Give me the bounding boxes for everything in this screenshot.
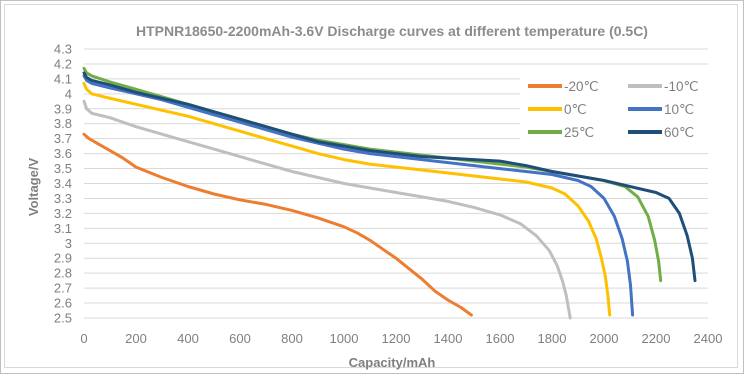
x-tick-label: 400 bbox=[177, 331, 199, 346]
chart-title: HTPNR18650-2200mAh-3.6V Discharge curves… bbox=[136, 23, 648, 39]
y-tick-label: 3.7 bbox=[54, 131, 72, 146]
y-tick-label: 2.7 bbox=[54, 281, 72, 296]
y-tick-label: 3.1 bbox=[54, 221, 72, 236]
legend-label: 60℃ bbox=[664, 125, 694, 140]
x-tick-label: 0 bbox=[80, 331, 87, 346]
x-tick-label: 800 bbox=[281, 331, 303, 346]
chart-area bbox=[4, 4, 738, 368]
series-lines bbox=[82, 66, 697, 320]
x-tick-label: 1200 bbox=[382, 331, 411, 346]
legend-label: -10℃ bbox=[664, 79, 699, 94]
y-tick-label: 3.5 bbox=[54, 161, 72, 176]
legend-label: 10℃ bbox=[664, 102, 694, 117]
x-tick-label: 2000 bbox=[590, 331, 619, 346]
x-tick-label: 1600 bbox=[486, 331, 515, 346]
y-tick-label: 3 bbox=[65, 236, 72, 251]
series-line bbox=[82, 81, 612, 317]
x-tick-label: 1000 bbox=[330, 331, 359, 346]
y-tick-label: 2.9 bbox=[54, 251, 72, 266]
x-tick-label: 200 bbox=[125, 331, 147, 346]
y-tick-label: 2.8 bbox=[54, 266, 72, 281]
x-tick-label: 2400 bbox=[694, 331, 723, 346]
x-tick-label: 1400 bbox=[434, 331, 463, 346]
y-tick-label: 3.4 bbox=[54, 176, 72, 191]
series-line bbox=[82, 71, 697, 283]
y-tick-label: 2.6 bbox=[54, 296, 72, 311]
y-tick-label: 4.1 bbox=[54, 71, 72, 86]
y-tick-label: 3.8 bbox=[54, 116, 72, 131]
y-tick-label: 3.2 bbox=[54, 206, 72, 221]
y-axis-ticks: 2.52.62.72.82.933.13.23.33.43.53.63.73.8… bbox=[54, 42, 72, 326]
legend-label: 0℃ bbox=[564, 102, 587, 117]
series-line bbox=[82, 132, 473, 317]
x-axis-ticks: 0 200 400 600 800 1000 1200 1400 1600 1800 2000 220… bbox=[80, 331, 722, 346]
y-axis-label: Voltage/V bbox=[26, 158, 41, 217]
legend-label: -20℃ bbox=[564, 79, 599, 94]
x-tick-label: 600 bbox=[229, 331, 251, 346]
y-tick-label: 3.3 bbox=[54, 191, 72, 206]
legend: -20℃ -10℃ 0℃ 10℃ 25℃ 60℃ bbox=[520, 70, 712, 144]
series-line bbox=[82, 99, 572, 320]
legend-label: 25℃ bbox=[564, 125, 594, 140]
y-tick-label: 4 bbox=[65, 86, 72, 101]
y-tick-label: 3.6 bbox=[54, 146, 72, 161]
y-tick-label: 2.5 bbox=[54, 311, 72, 326]
y-tick-label: 3.9 bbox=[54, 101, 72, 116]
y-tick-label: 4.2 bbox=[54, 56, 72, 71]
x-axis-label: Capacity/mAh bbox=[349, 355, 436, 370]
y-tick-label: 4.3 bbox=[54, 42, 72, 57]
x-tick-label: 1800 bbox=[538, 331, 567, 346]
x-tick-label: 2200 bbox=[642, 331, 671, 346]
